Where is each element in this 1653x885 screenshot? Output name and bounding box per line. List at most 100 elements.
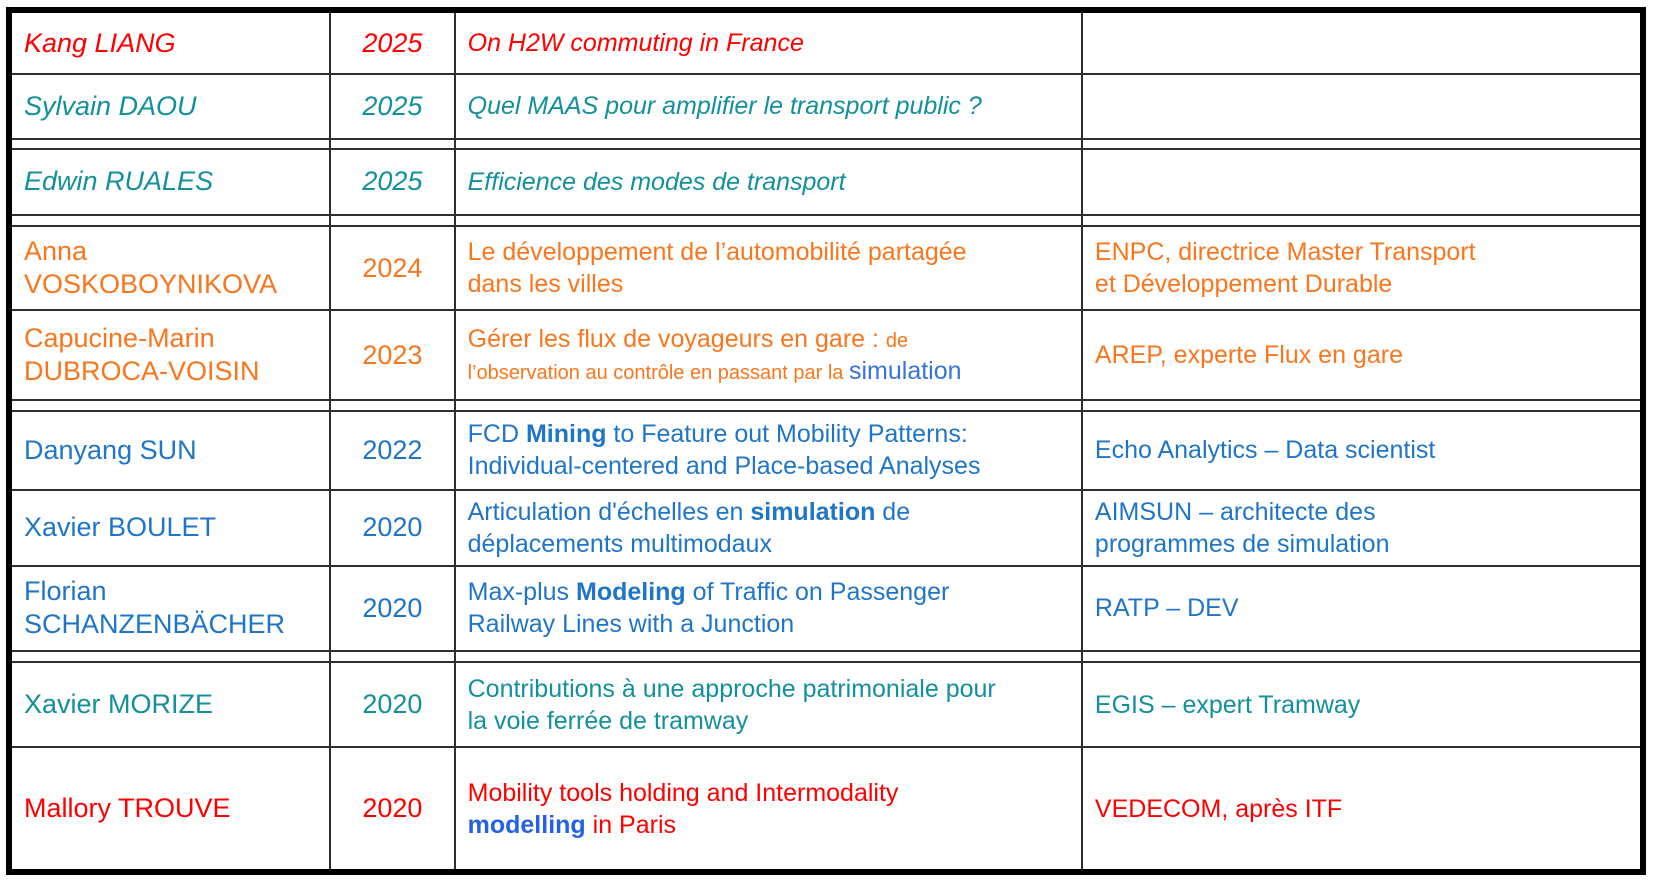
title-cell: Mobility tools holding and Intermodality… [453, 746, 1083, 873]
title-cell: Max-plus Modeling of Traffic on Passenge… [453, 564, 1083, 652]
table-row: Sylvain DAOU 2025 Quel MAAS pour amplifier… [7, 73, 1645, 140]
text-segment: 2025 [362, 27, 423, 58]
position-cell [1080, 147, 1645, 216]
text-segment: Capucine-Marin DUBROCA-VOISIN [24, 323, 260, 387]
year-cell: 2022 [329, 409, 456, 492]
table-row: Capucine-Marin DUBROCA-VOISIN 2023 Gérer l… [7, 309, 1645, 401]
text-segment: Sylvain DAOU [24, 90, 197, 121]
text-segment: Xavier MORIZE [24, 689, 214, 720]
separator-cell [1080, 213, 1645, 227]
text-segment: Le développement de l’automobilité parta… [467, 238, 967, 299]
table-row: Kang LIANG 2025 On H2W commuting in France [7, 8, 1645, 76]
separator-row [7, 213, 1645, 227]
separator-cell [7, 649, 332, 663]
table-row: Xavier BOULET 2020 Articulation d'échelles… [7, 489, 1645, 567]
text-segment: Quel MAAS pour amplifier le transport pu… [467, 92, 982, 121]
text-segment: Kang LIANG [24, 27, 176, 58]
text-segment: ENPC, directrice Master Transport et Dév… [1094, 238, 1476, 299]
table-row: Xavier MORIZE 2020 Contributions à une app… [7, 660, 1645, 749]
text-segment: Danyang SUN [24, 435, 197, 466]
text-segment: de déplacements multimodaux [467, 497, 911, 558]
text-segment: AREP, experte Flux en gare [1094, 341, 1403, 370]
separator-cell [329, 213, 456, 227]
text-segment: 2020 [362, 512, 423, 543]
position-cell: ENPC, directrice Master Transport et Dév… [1080, 224, 1645, 312]
text-segment: 2024 [362, 252, 423, 283]
text-segment: RATP – DEV [1094, 594, 1239, 623]
separator-cell [329, 398, 456, 412]
position-cell: RATP – DEV [1080, 564, 1645, 652]
text-segment: 2025 [362, 90, 423, 121]
text-segment: 2020 [362, 793, 423, 824]
text-segment: Mining [525, 420, 607, 449]
text-segment: Xavier BOULET [24, 512, 217, 543]
separator-cell [453, 649, 1083, 663]
text-segment: Articulation d'échelles en [467, 497, 751, 526]
name-cell: Mallory TROUVE [7, 746, 332, 873]
separator-cell [1080, 137, 1645, 150]
title-cell: Articulation d'échelles en simulation de… [453, 489, 1083, 567]
position-cell [1080, 8, 1645, 76]
separator-cell [1080, 649, 1645, 663]
separator-cell [7, 398, 332, 412]
table-row: Edwin RUALES 2025 Efficience des modes de … [7, 147, 1645, 216]
text-segment: to Feature out Mobility Patterns: Indivi… [467, 420, 981, 481]
title-cell: Gérer les flux de voyageurs en gare : de… [453, 309, 1083, 401]
separator-cell [453, 137, 1083, 150]
table-body: Kang LIANG 2025 On H2W commuting in France… [7, 8, 1645, 873]
text-segment: 2020 [362, 689, 423, 720]
name-cell: Anna VOSKOBOYNIKOVA [7, 224, 332, 312]
position-cell: EGIS – expert Tramway [1080, 660, 1645, 749]
text-segment: Contributions à une approche patrimonial… [467, 674, 996, 735]
text-segment: Mallory TROUVE [24, 793, 231, 824]
name-cell: Capucine-Marin DUBROCA-VOISIN [7, 309, 332, 401]
text-segment: Edwin RUALES [24, 166, 214, 197]
text-segment: Max-plus [467, 578, 576, 607]
text-segment: de l’observation au contrôle en passant … [467, 330, 909, 385]
table-row: Mallory TROUVE 2020 Mobility tools holding… [7, 746, 1645, 873]
year-cell: 2020 [329, 660, 456, 749]
title-cell: Le développement de l’automobilité parta… [453, 224, 1083, 312]
position-cell: AIMSUN – architecte des programmes de si… [1080, 489, 1645, 567]
year-cell: 2020 [329, 489, 456, 567]
separator-cell [329, 137, 456, 150]
text-segment: 2020 [362, 592, 423, 623]
title-cell: Efficience des modes de transport [453, 147, 1083, 216]
separator-row [7, 649, 1645, 663]
text-segment: 2025 [362, 166, 423, 197]
text-segment: Efficience des modes de transport [467, 167, 846, 196]
separator-row [7, 398, 1645, 412]
year-cell: 2025 [329, 147, 456, 216]
name-cell: Kang LIANG [7, 8, 332, 76]
text-segment: Echo Analytics – Data scientist [1094, 436, 1436, 465]
text-segment: AIMSUN – architecte des programmes de si… [1094, 497, 1390, 558]
name-cell: Sylvain DAOU [7, 73, 332, 140]
separator-cell [453, 213, 1083, 227]
separator-cell [7, 213, 332, 227]
name-cell: Danyang SUN [7, 409, 332, 492]
text-segment: in Paris [585, 810, 676, 839]
position-cell: AREP, experte Flux en gare [1080, 309, 1645, 401]
name-cell: Xavier BOULET [7, 489, 332, 567]
position-cell [1080, 73, 1645, 140]
separator-cell [1080, 398, 1645, 412]
text-segment: Mobility tools holding and Intermodality [467, 778, 899, 807]
text-segment: VEDECOM, après ITF [1094, 794, 1343, 823]
text-segment: Anna VOSKOBOYNIKOVA [24, 236, 278, 300]
text-segment: modelling [467, 810, 586, 839]
year-cell: 2025 [329, 73, 456, 140]
phd-alumni-table: Kang LIANG 2025 On H2W commuting in France… [6, 7, 1646, 875]
title-cell: Contributions à une approche patrimonial… [453, 660, 1083, 749]
title-cell: On H2W commuting in France [453, 8, 1083, 76]
position-cell: Echo Analytics – Data scientist [1080, 409, 1645, 492]
text-segment: of Traffic on Passenger Railway Lines wi… [467, 578, 950, 639]
year-cell: 2023 [329, 309, 456, 401]
text-segment: Modeling [576, 578, 686, 607]
table-row: Anna VOSKOBOYNIKOVA 2024 Le développement … [7, 224, 1645, 312]
text-segment: Florian SCHANZENBÄCHER [24, 576, 286, 640]
title-cell: FCD Mining to Feature out Mobility Patte… [453, 409, 1083, 492]
position-cell: VEDECOM, après ITF [1080, 746, 1645, 873]
table-row: Danyang SUN 2022 FCD Mining to Feature out… [7, 409, 1645, 492]
year-cell: 2025 [329, 8, 456, 76]
